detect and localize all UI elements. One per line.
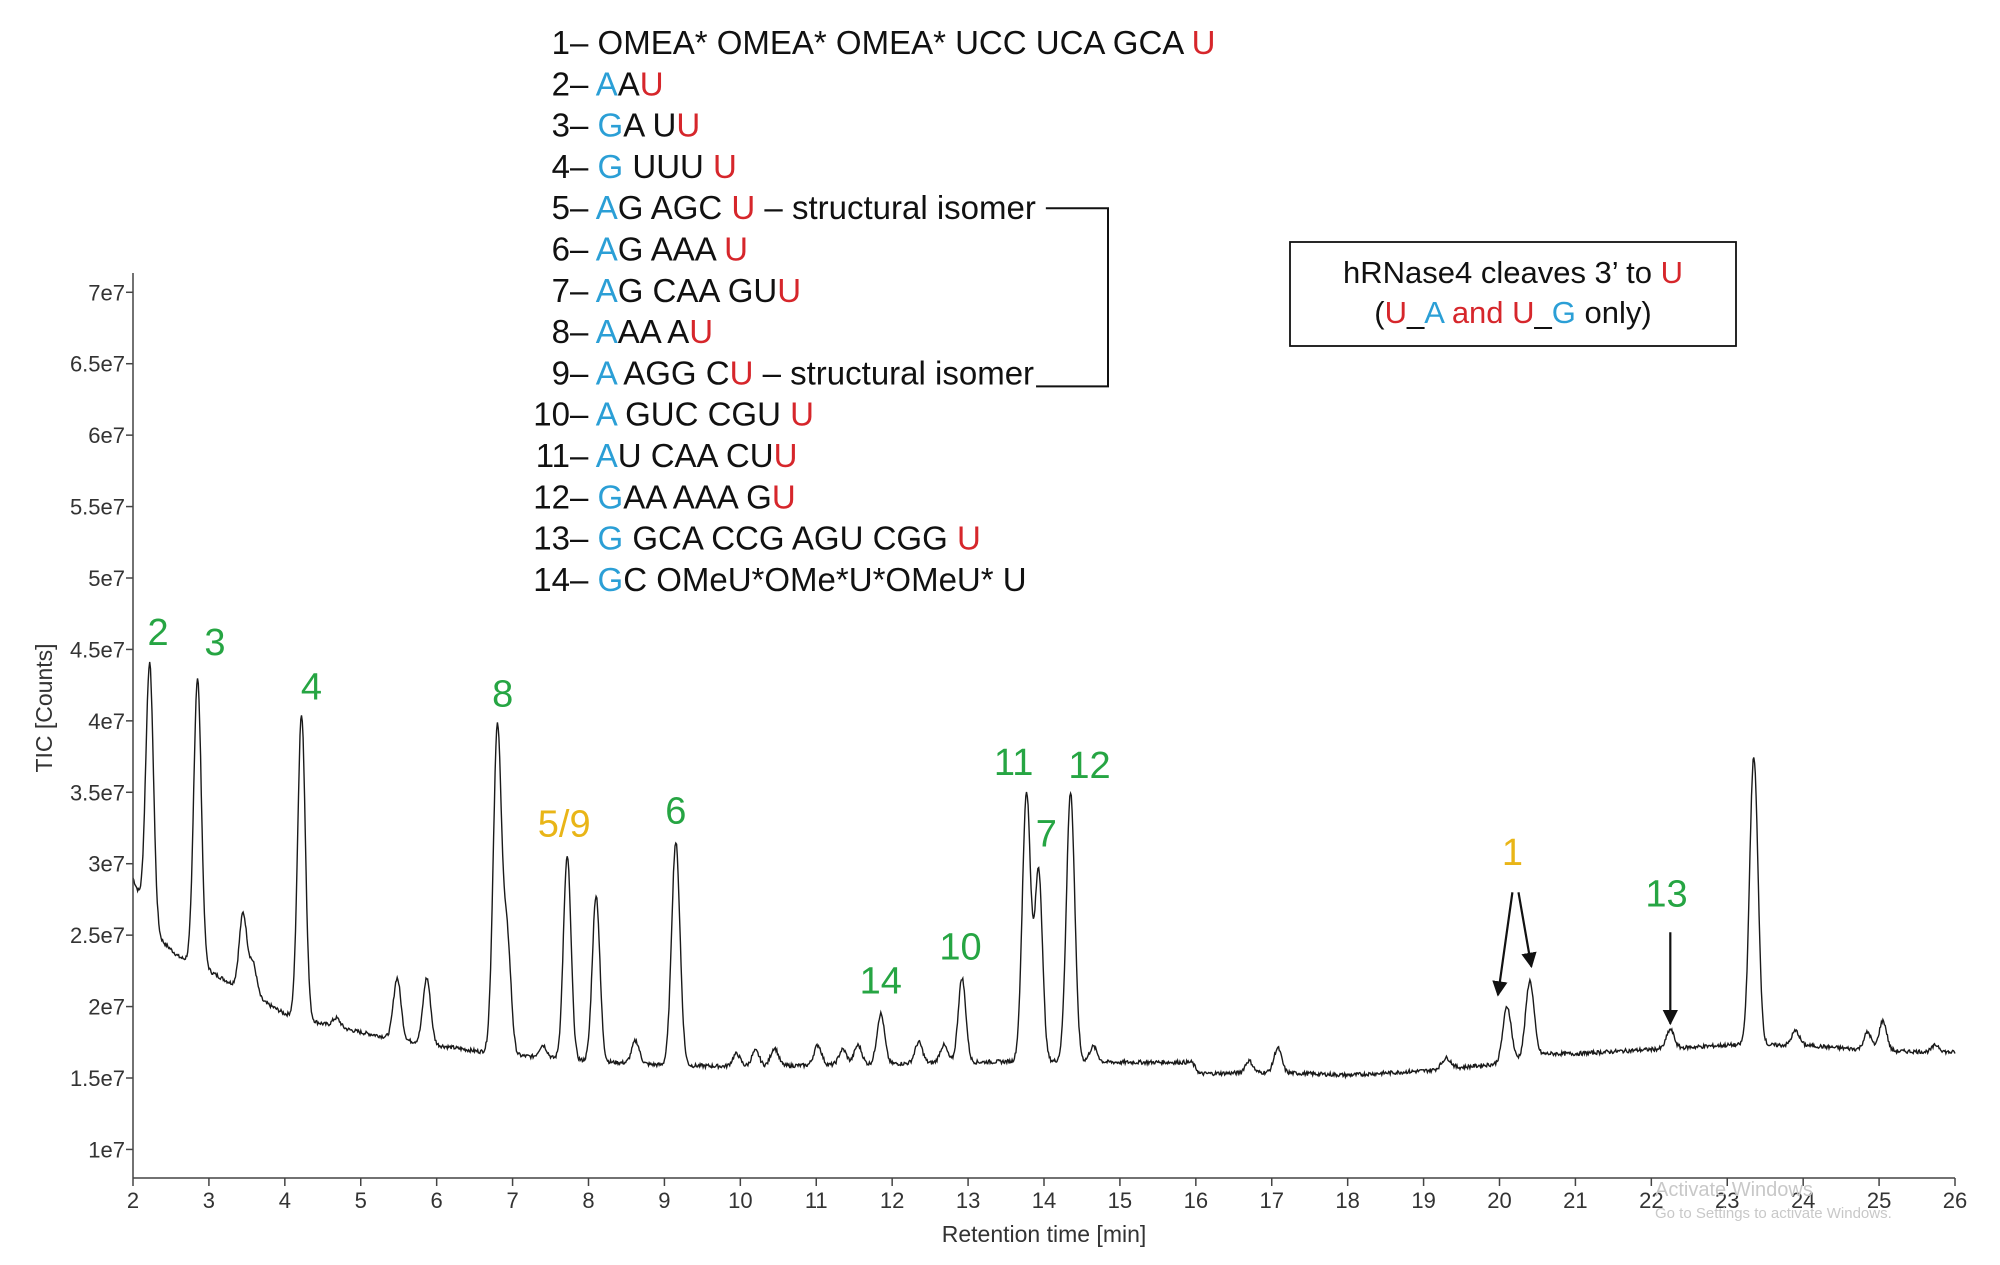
- legend-number: 9: [552, 354, 570, 391]
- info-box-text: hRNase4 cleaves 3’ to U: [1343, 255, 1683, 290]
- x-tick-label: 21: [1563, 1188, 1587, 1213]
- x-tick-label: 26: [1943, 1188, 1967, 1213]
- peak-label: 12: [1068, 745, 1110, 787]
- y-tick-label: 5.5e7: [70, 495, 125, 520]
- axes: 2 3 4 5 6 7 8 9 10 11 12 13 14 15 16 17 18 19 20 21 22 23 24 25…: [31, 273, 1967, 1247]
- y-tick-label: 2e7: [88, 995, 125, 1020]
- windows-watermark: Activate Windows Go to Settings to activa…: [1655, 1179, 1892, 1222]
- x-tick-label: 2: [127, 1188, 139, 1213]
- info-box-frame: [1289, 241, 1737, 347]
- x-tick-label: 8: [582, 1188, 594, 1213]
- x-tick-label: 25: [1867, 1188, 1891, 1213]
- y-tick-label: 1e7: [88, 1137, 125, 1162]
- peak-label: 13: [1645, 874, 1687, 916]
- x-tick-label: 17: [1260, 1188, 1284, 1213]
- y-tick-label: 2.5e7: [70, 923, 125, 948]
- x-tick-label: 23: [1715, 1188, 1739, 1213]
- x-axis-title: Retention time [min]: [942, 1221, 1147, 1247]
- isomer-bracket-line: [1036, 207, 1109, 388]
- x-tick-label: 7: [506, 1188, 518, 1213]
- legend-number: 3: [552, 107, 570, 144]
- legend-entry: – AG AGC U – structural isomer: [570, 189, 1036, 226]
- x-tick-label: 19: [1411, 1188, 1435, 1213]
- x-tick-label: 13: [956, 1188, 980, 1213]
- x-tick-label: 16: [1184, 1188, 1208, 1213]
- x-tick-label: 24: [1791, 1188, 1815, 1213]
- peak-arrow: [1492, 892, 1514, 997]
- x-tick-label: 22: [1639, 1188, 1663, 1213]
- x-tick-label: 15: [1108, 1188, 1132, 1213]
- legend-number: 12: [533, 478, 570, 515]
- legend-number: 7: [552, 272, 570, 309]
- peak-label: 3: [204, 622, 225, 664]
- peak-label: 10: [939, 926, 981, 968]
- legend-number: 2: [552, 65, 570, 102]
- x-tick-label: 6: [431, 1188, 443, 1213]
- info-box-text: (U_A and U_G only): [1374, 295, 1651, 330]
- legend-entry: – GA UU: [570, 107, 700, 144]
- legend-number: 13: [533, 520, 570, 557]
- y-tick-label: 7e7: [88, 280, 125, 305]
- legend-entry: – AG AAA U: [570, 231, 748, 268]
- peak-label: 2: [147, 612, 168, 654]
- y-tick-label: 6.5e7: [70, 352, 125, 377]
- legend-entry: – GC OMeU*OMe*U*OMeU* U: [570, 561, 1027, 598]
- legend-entry: – G UUU U: [570, 148, 737, 185]
- legend-entry: – AAU: [570, 65, 664, 102]
- peak-label: 8: [492, 674, 513, 716]
- legend-entry: – AU CAA CUU: [570, 437, 797, 474]
- fragment-legend: 1 – OMEA* OMEA* OMEA* UCC UCA GCA U2 – A…: [533, 24, 1215, 598]
- x-tick-label: 5: [355, 1188, 367, 1213]
- legend-number: 11: [536, 437, 570, 474]
- peak-label: 4: [301, 666, 322, 708]
- y-tick-label: 3.5e7: [70, 780, 125, 805]
- peak-labels: 2 3 4 8 5/9 6 14 10 117 12 1 13: [147, 612, 1687, 1003]
- legend-number: 8: [552, 313, 570, 350]
- legend-number: 10: [533, 396, 570, 433]
- y-tick-label: 3e7: [88, 852, 125, 877]
- peak-label: 7: [1036, 814, 1057, 856]
- legend-entry: – AAA AU: [570, 313, 713, 350]
- legend-entry: – G GCA CCG AGU CGG U: [570, 520, 981, 557]
- y-tick-label: 1.5e7: [70, 1066, 125, 1091]
- y-tick-label: 6e7: [88, 423, 125, 448]
- legend-number: 6: [552, 231, 570, 268]
- x-tick-label: 18: [1335, 1188, 1359, 1213]
- plot-area: [132, 661, 1956, 1080]
- y-tick-label: 4.5e7: [70, 637, 125, 662]
- legend-number: 5: [552, 189, 570, 226]
- x-tick-label: 14: [1032, 1188, 1056, 1213]
- legend-entry: – AG CAA GUU: [570, 272, 801, 309]
- y-axis-title: TIC [Counts]: [31, 643, 57, 772]
- legend-entry: – A AGG CU – structural isomer: [570, 354, 1034, 391]
- watermark-line2: Go to Settings to activate Windows.: [1655, 1205, 1892, 1222]
- peak-label: 11: [994, 742, 1033, 784]
- x-tick-label: 20: [1487, 1188, 1511, 1213]
- peak-arrow: [1517, 892, 1537, 969]
- legend-entry: – GAA AAA GU: [570, 478, 796, 515]
- watermark-line1: Activate Windows: [1655, 1179, 1813, 1201]
- legend-entry: – A GUC CGU U: [570, 396, 814, 433]
- peak-arrows: [1492, 892, 1679, 1026]
- peak-label: 5/9: [538, 804, 591, 846]
- info-box: hRNase4 cleaves 3’ to U (U_A and U_G only…: [1289, 241, 1737, 347]
- y-tick-label: 5e7: [88, 566, 125, 591]
- x-tick-label: 11: [805, 1188, 828, 1213]
- isomer-bracket: [1036, 207, 1109, 388]
- legend-number: 1: [552, 24, 570, 61]
- legend-number: 14: [533, 561, 570, 598]
- peak-label: 6: [665, 791, 686, 833]
- y-tick-label: 4e7: [88, 709, 125, 734]
- legend-entry: – OMEA* OMEA* OMEA* UCC UCA GCA U: [570, 24, 1216, 61]
- tic-trace: [132, 661, 1956, 1080]
- x-tick-label: 4: [279, 1188, 291, 1213]
- x-tick-label: 9: [658, 1188, 670, 1213]
- peak-label: 14: [860, 961, 902, 1003]
- x-tick-label: 10: [728, 1188, 752, 1213]
- legend-number: 4: [552, 148, 570, 185]
- x-tick-label: 3: [203, 1188, 215, 1213]
- peak-label: 1: [1502, 832, 1523, 874]
- x-tick-label: 12: [880, 1188, 904, 1213]
